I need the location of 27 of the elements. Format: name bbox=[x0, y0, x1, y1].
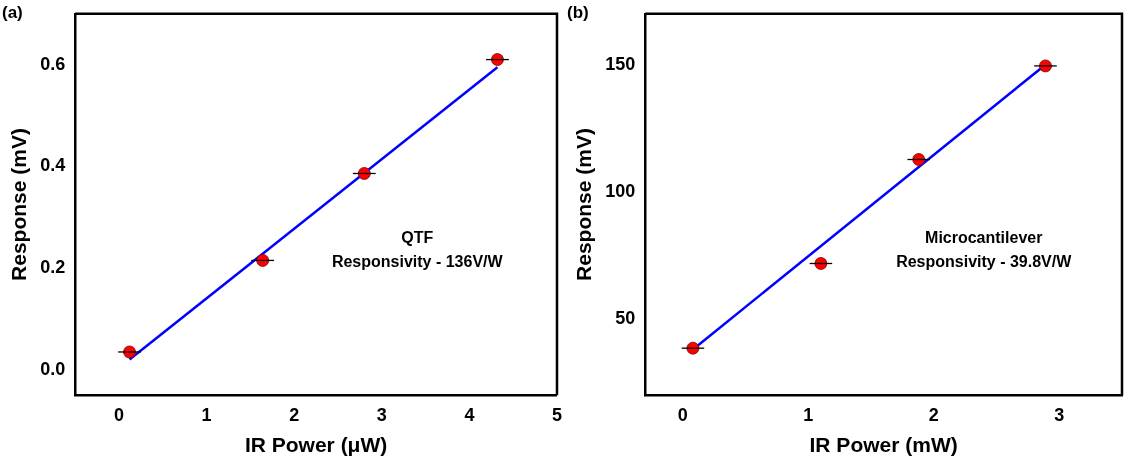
y-axis-title: Response (mV) bbox=[7, 128, 31, 281]
x-tick-label: 3 bbox=[1054, 404, 1065, 425]
x-tick-label: 4 bbox=[464, 404, 475, 425]
y-tick-label: 0.4 bbox=[40, 155, 66, 176]
y-tick-label: 150 bbox=[605, 53, 636, 74]
x-axis-title: IR Power (mW) bbox=[809, 433, 958, 457]
x-tick-label: 0 bbox=[677, 404, 688, 425]
x-tick-label: 1 bbox=[803, 404, 814, 425]
chart-title: (a) bbox=[2, 3, 23, 22]
x-tick-label: 0 bbox=[114, 404, 125, 425]
x-tick-label: 3 bbox=[376, 404, 387, 425]
x-tick-label: 1 bbox=[201, 404, 212, 425]
y-tick-label: 0.0 bbox=[40, 358, 66, 379]
y-tick-label: 100 bbox=[605, 180, 636, 201]
y-axis-title: Response (mV) bbox=[572, 128, 596, 281]
annotation: QTF bbox=[401, 228, 434, 246]
x-tick-label: 2 bbox=[928, 404, 939, 425]
chart-title: (b) bbox=[567, 3, 589, 22]
x-axis-title: IR Power (μW) bbox=[244, 433, 388, 457]
annotation: Microcantilever bbox=[925, 228, 1043, 246]
x-tick-label: 2 bbox=[289, 404, 300, 425]
x-tick-label: 5 bbox=[551, 404, 562, 425]
y-tick-label: 0.2 bbox=[40, 257, 66, 278]
y-tick-label: 0.6 bbox=[40, 53, 66, 74]
annotation: Responsivity - 136V/W bbox=[331, 252, 504, 270]
y-tick-label: 50 bbox=[615, 307, 636, 328]
annotation: Responsivity - 39.8V/W bbox=[896, 252, 1073, 270]
